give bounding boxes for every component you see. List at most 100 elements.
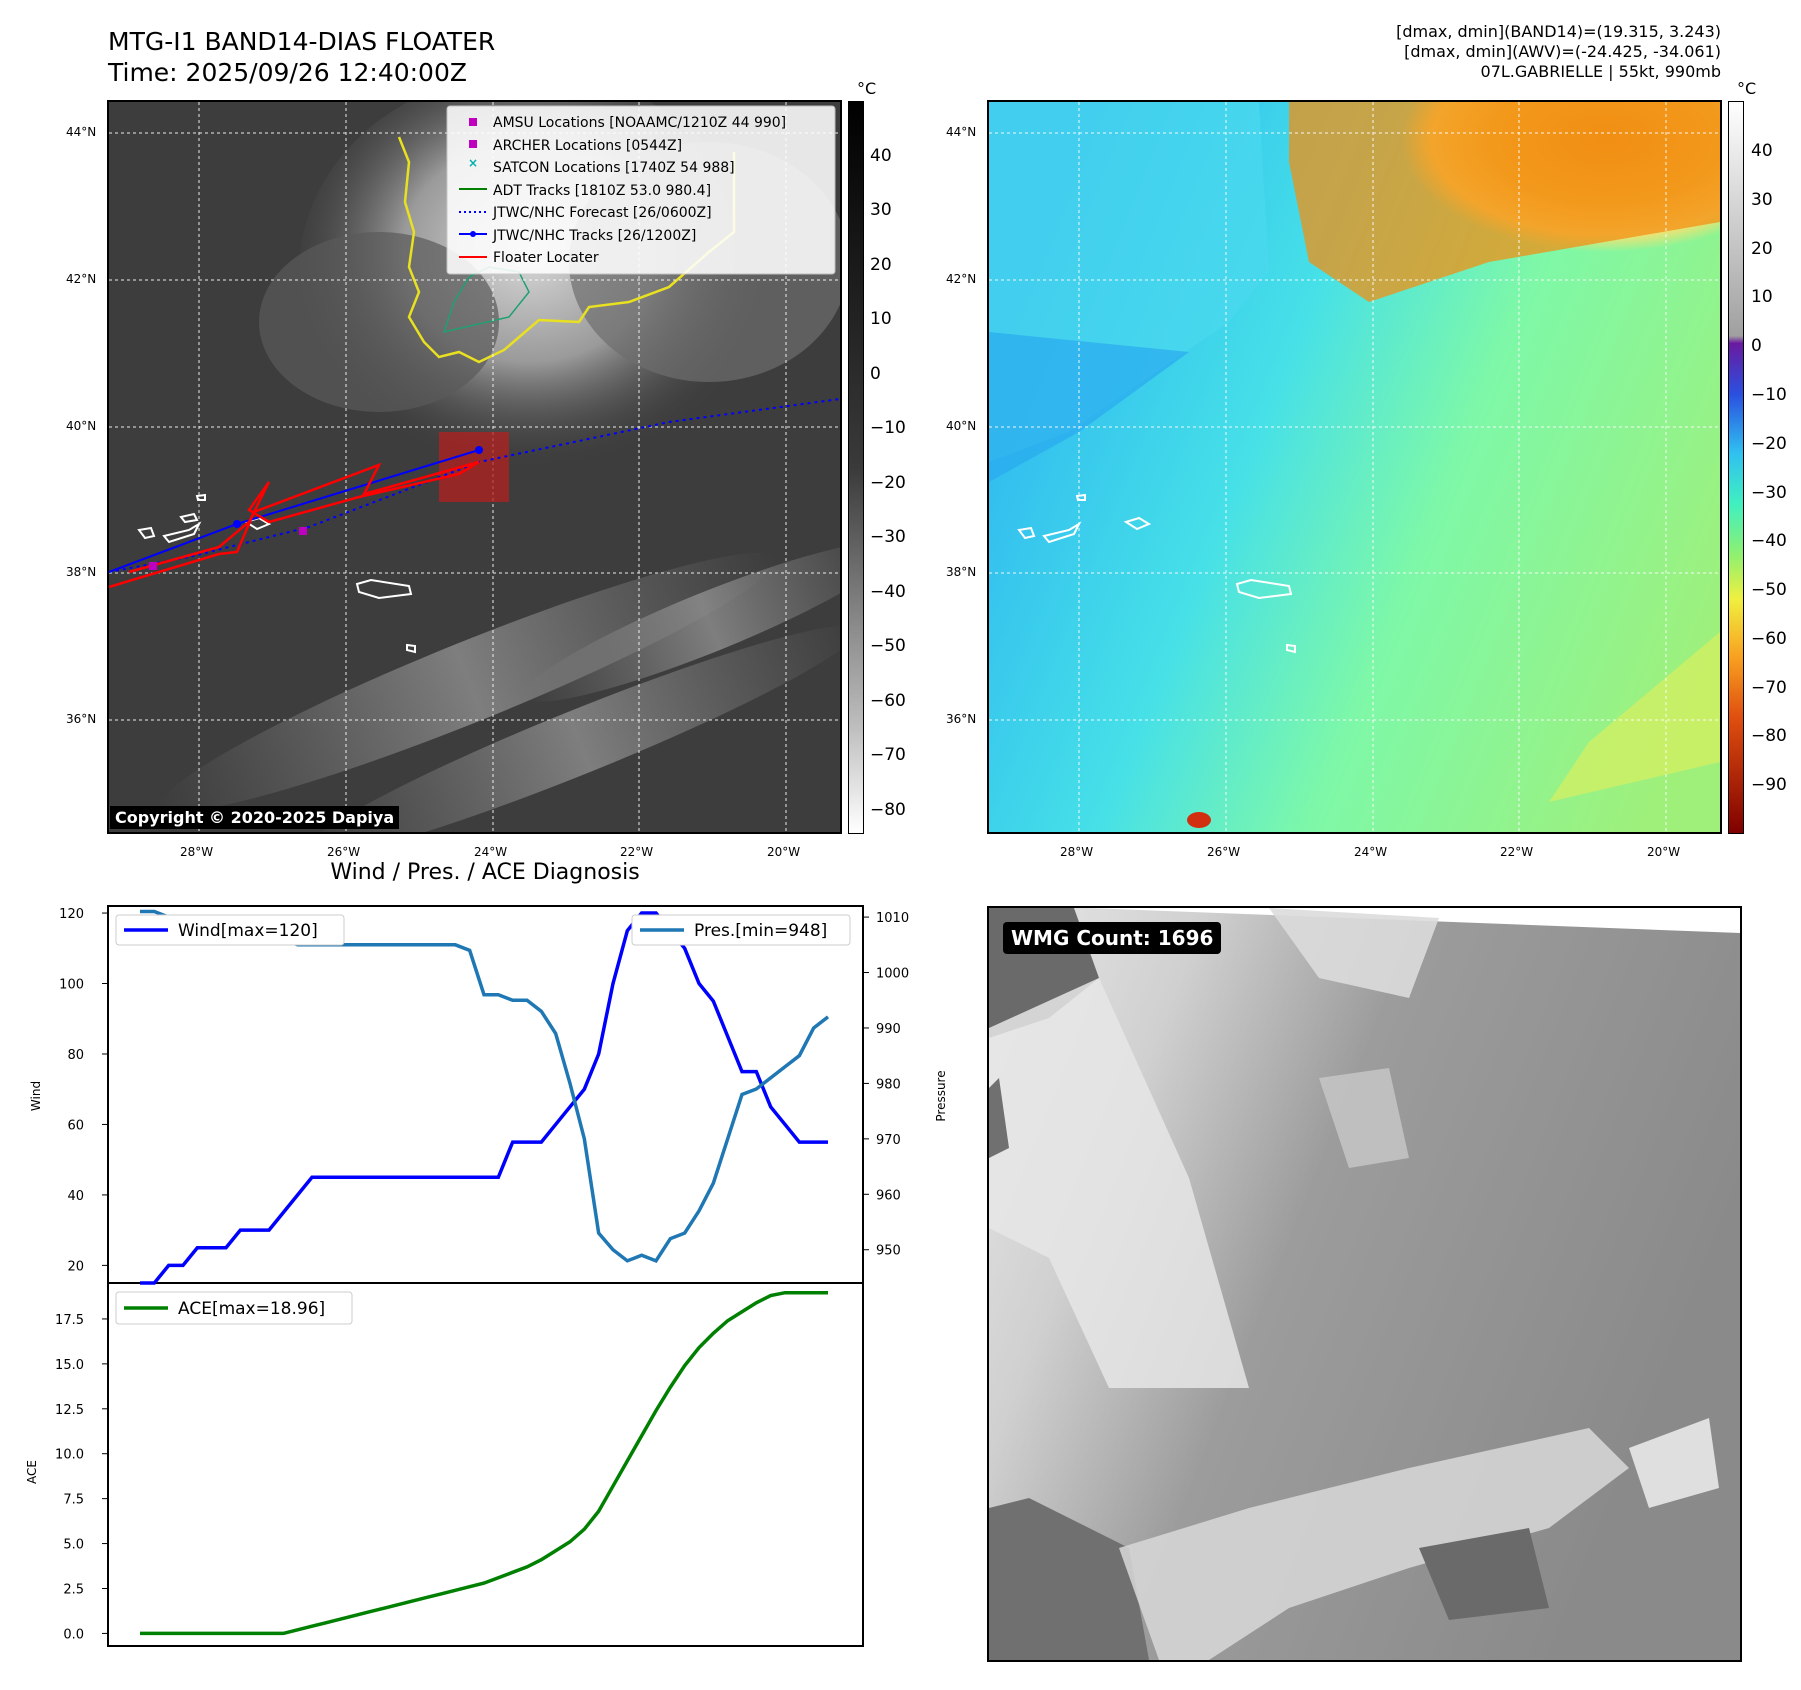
wv-islands [1017, 493, 1296, 654]
wind-legend-box [115, 914, 345, 946]
storm-info: 07L.GABRIELLE | 55kt, 990mb [1480, 62, 1721, 81]
ir-cb-tick: −80 [870, 800, 906, 820]
ace-axis-label: ACE [25, 1460, 39, 1484]
wv-cb-tick: −50 [1751, 580, 1787, 600]
stats-line1: [dmax, dmin](BAND14)=(19.315, 3.243) [1396, 22, 1721, 41]
wv-lat-42: 42°N [946, 272, 977, 286]
diagnosis-chart: 20 40 60 80 100 120 950 960 970 980 990 1000 1010 Win… [25, 905, 948, 1647]
wind-axis-label: Wind [29, 1081, 43, 1111]
ir-map-panel: × AMSU Locations [NOAAMC/1210Z 44 990] A… [107, 100, 842, 834]
figure-title-line1: MTG-I1 BAND14-DIAS FLOATER [108, 27, 496, 56]
wv-cb-tick: −40 [1751, 531, 1787, 551]
legend-satcon: SATCON Locations [1740Z 54 988] [493, 160, 735, 176]
ir-cb-tick: 20 [870, 255, 892, 275]
legend-labels: AMSU Locations [NOAAMC/1210Z 44 990] ARC… [493, 112, 786, 270]
ir-lon-22: 22°W [620, 845, 654, 859]
wv-map-panel [987, 100, 1722, 834]
ace-tick-label: 10.0 [55, 1448, 84, 1463]
ir-lat-38: 38°N [66, 565, 97, 579]
wv-cb-tick: 20 [1751, 239, 1773, 259]
ir-lat-40: 40°N [66, 419, 97, 433]
ir-cb-tick: 40 [870, 146, 892, 166]
wmg-count-label: WMG Count: 1696 [1003, 922, 1222, 954]
ir-lon-26: 26°W [327, 845, 361, 859]
pressure-legend-box [631, 914, 851, 946]
wv-cb-tick: 10 [1751, 287, 1773, 307]
wind-tick-label: 80 [67, 1048, 84, 1063]
legend-archer: ARCHER Locations [0544Z] [493, 137, 683, 154]
wv-cb-tick: 40 [1751, 141, 1773, 161]
wv-lat-36: 36°N [946, 712, 977, 726]
wind-legend-label: Wind[max=120] [178, 921, 318, 941]
archer-marker [149, 562, 157, 570]
ace-legend-box [115, 1291, 353, 1325]
ir-cb-tick: −30 [870, 527, 906, 547]
wv-colorbar [1728, 101, 1744, 834]
ir-cb-tick: 10 [870, 309, 892, 329]
wmg-panel: WMG Count: 1696 [987, 906, 1742, 1662]
ir-cb-tick: −60 [870, 691, 906, 711]
wv-cb-tick: 0 [1751, 336, 1762, 356]
wind-tick-label: 20 [67, 1259, 84, 1274]
ir-lat-44: 44°N [66, 125, 97, 139]
legend-forecast: JTWC/NHC Forecast [26/0600Z] [493, 205, 712, 221]
ir-cb-tick: 30 [870, 200, 892, 220]
diagnosis-frame [107, 905, 864, 1647]
wv-gridlines [989, 102, 1720, 832]
ir-colorbar-unit: °C [857, 79, 877, 98]
wv-lon-28: 28°W [1060, 845, 1094, 859]
forecast-track [109, 398, 840, 573]
coastline-contour [397, 136, 736, 364]
legend-amsu: AMSU Locations [NOAAMC/1210Z 44 990] [493, 115, 787, 131]
ace-tick-label: 12.5 [55, 1403, 84, 1418]
wv-lon-20: 20°W [1647, 845, 1681, 859]
ir-cb-tick: −50 [870, 636, 906, 656]
wv-cb-tick: −10 [1751, 385, 1787, 405]
map-legend: × [446, 105, 836, 275]
floater-box [439, 432, 509, 502]
ir-lat-36: 36°N [66, 712, 97, 726]
wv-lat-38: 38°N [946, 565, 977, 579]
ir-lon-20: 20°W [767, 845, 801, 859]
wind-tick-label: 40 [67, 1189, 84, 1204]
wv-colorbar-unit: °C [1737, 79, 1757, 98]
ir-cb-tick: 0 [870, 364, 881, 384]
stats-line2: [dmax, dmin](AWV)=(-24.425, -34.061) [1404, 42, 1721, 61]
pressure-tick-label: 970 [876, 1133, 901, 1148]
ace-tick-label: 7.5 [63, 1493, 84, 1508]
copyright-badge: Copyright © 2020-2025 Dapiya [110, 806, 400, 829]
legend-floater: Floater Locater [493, 250, 599, 266]
wind-tick-label: 120 [59, 907, 84, 922]
wv-cb-tick: −20 [1751, 434, 1787, 454]
ace-tick-label: 15.0 [55, 1358, 84, 1373]
warm-spot [1187, 812, 1211, 828]
wind-tick-label: 100 [59, 978, 84, 993]
ace-tick-label: 2.5 [63, 1582, 84, 1597]
wv-lon-24: 24°W [1354, 845, 1388, 859]
ir-cb-tick: −10 [870, 418, 906, 438]
ace-legend-label: ACE[max=18.96] [178, 1299, 325, 1319]
pressure-axis-label: Pressure [934, 1070, 948, 1121]
wv-cb-tick: −60 [1751, 629, 1787, 649]
wv-lon-22: 22°W [1500, 845, 1534, 859]
wv-cb-tick: −90 [1751, 775, 1787, 795]
wind-series-line [140, 911, 828, 1285]
pressure-tick-label: 950 [876, 1244, 901, 1259]
legend-adt: ADT Tracks [1810Z 53.0 980.4] [493, 182, 712, 199]
figure-title-line2: Time: 2025/09/26 12:40:00Z [108, 58, 467, 87]
ace-tick-label: 5.0 [63, 1538, 84, 1553]
ir-colorbar [848, 101, 864, 834]
ir-lat-42: 42°N [66, 272, 97, 286]
floater-locater-track [109, 460, 480, 589]
wv-lat-44: 44°N [946, 125, 977, 139]
wv-lon-26: 26°W [1207, 845, 1241, 859]
ir-lon-28: 28°W [180, 845, 214, 859]
pressure-tick-label: 960 [876, 1188, 901, 1203]
pressure-tick-label: 1010 [876, 911, 909, 926]
pressure-legend-label: Pres.[min=948] [694, 921, 827, 941]
wv-cb-tick: −80 [1751, 726, 1787, 746]
ir-lon-24: 24°W [474, 845, 508, 859]
ace-tick-label: 17.5 [55, 1313, 84, 1328]
ace-series-line [140, 1290, 828, 1636]
pressure-tick-label: 980 [876, 1077, 901, 1092]
